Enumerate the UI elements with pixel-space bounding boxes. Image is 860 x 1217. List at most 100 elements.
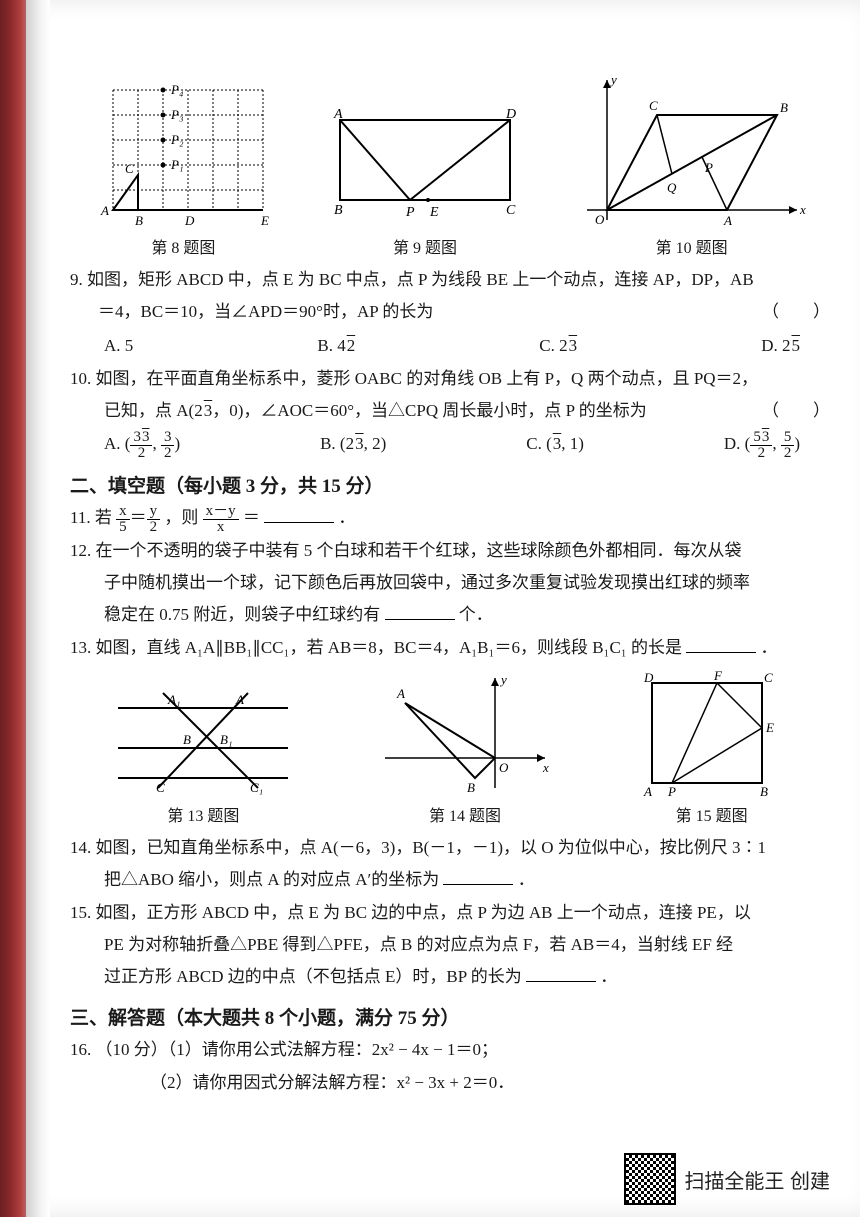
q11-num: 11. xyxy=(70,508,91,527)
svg-text:x: x xyxy=(542,760,549,775)
q9-paren: （ ） xyxy=(762,296,830,328)
q15-l1: 如图，正方形 ABCD 中，点 E 为 BC 边的中点，点 P 为边 AB 上一… xyxy=(96,903,751,922)
figure-15: A B C D E F P 第 15 题图 xyxy=(632,668,792,826)
qr-code-icon xyxy=(624,1153,676,1205)
q10-opt-b: B. (23, 2) xyxy=(320,427,386,461)
svg-text:C: C xyxy=(156,780,165,795)
q12-num: 12. xyxy=(70,541,91,560)
svg-text:B₁: B₁ xyxy=(220,732,232,747)
svg-text:D: D xyxy=(184,213,195,228)
svg-text:Q: Q xyxy=(667,180,677,195)
svg-text:A: A xyxy=(723,213,732,228)
q16-p2: （2）请你用因式分解法解方程：x² − 3x + 2＝0． xyxy=(70,1073,514,1092)
q13-num: 13. xyxy=(70,638,91,657)
svg-text:P₁: P₁ xyxy=(170,157,183,172)
svg-text:y: y xyxy=(609,72,617,87)
svg-text:C: C xyxy=(125,161,134,176)
svg-text:P: P xyxy=(405,205,415,220)
q10-options: A. (332, 32) B. (23, 2) C. (3, 1) D. (53… xyxy=(70,427,830,461)
q12-l3b: 个． xyxy=(459,605,493,624)
q9-num: 9. xyxy=(70,270,83,289)
q14-blank xyxy=(443,869,513,885)
q11-b: ，则 xyxy=(164,508,198,527)
figure-row-mid: A₁ A B B₁ C C₁ 第 13 题图 O x y A B 第 14 题图 xyxy=(70,668,830,826)
book-spine xyxy=(0,0,26,1217)
svg-text:O: O xyxy=(499,760,509,775)
figure-10-svg: O A x y B C P Q xyxy=(577,70,807,230)
svg-text:E: E xyxy=(429,205,439,220)
q10-opt-d: D. (532, 52) xyxy=(724,427,800,461)
q13-blank xyxy=(686,636,756,652)
svg-text:P₃: P₃ xyxy=(170,107,183,122)
figure-9: A D B C P E 第 9 题图 xyxy=(320,100,530,258)
q14-num: 14. xyxy=(70,838,91,857)
q11-blank xyxy=(264,507,334,523)
svg-text:O: O xyxy=(595,212,605,227)
svg-text:C: C xyxy=(764,670,773,685)
figure-8: P₁ P₂ P₃ P₄ A B C D E 第 8 题图 xyxy=(93,80,273,258)
svg-text:E: E xyxy=(765,720,774,735)
q9-opt-b: B. 42 xyxy=(317,329,355,363)
q10-num: 10. xyxy=(70,369,91,388)
q13: 13. 如图，直线 A₁A∥BB₁∥CC₁，若 AB＝8，BC＝4，A₁B₁＝6… xyxy=(70,632,830,664)
svg-text:B: B xyxy=(183,732,191,747)
q9: 9. 如图，矩形 ABCD 中，点 E 为 BC 中点，点 P 为线段 BE 上… xyxy=(70,264,830,329)
book-gutter xyxy=(26,0,50,1217)
svg-text:x: x xyxy=(799,202,806,217)
svg-text:A: A xyxy=(396,686,405,701)
figure-8-svg: P₁ P₂ P₃ P₄ A B C D E xyxy=(93,80,273,230)
q16-num: 16. xyxy=(70,1040,91,1059)
section-3-title: 三、解答题（本大题共 8 个小题，满分 75 分） xyxy=(70,1003,830,1030)
q10-l2: 已知，点 A(23，0)，∠AOC＝60°，当△CPQ 周长最小时，点 P 的坐… xyxy=(70,401,647,420)
caption-10: 第 10 题图 xyxy=(656,234,728,258)
q10-l1: 如图，在平面直角坐标系中，菱形 OABC 的对角线 OB 上有 P，Q 两个动点… xyxy=(96,369,759,388)
svg-text:E: E xyxy=(260,213,269,228)
svg-text:A: A xyxy=(100,203,109,218)
svg-text:C₁: C₁ xyxy=(250,780,263,795)
svg-text:B: B xyxy=(467,780,475,795)
q13-end: ． xyxy=(760,638,777,657)
q12: 12. 在一个不透明的袋子中装有 5 个白球和若干个红球，这些球除颜色外都相同．… xyxy=(70,535,830,632)
q11-a: 若 xyxy=(95,508,112,527)
q10-opt-c: C. (3, 1) xyxy=(526,427,584,461)
q9-l1: 如图，矩形 ABCD 中，点 E 为 BC 中点，点 P 为线段 BE 上一个动… xyxy=(87,270,754,289)
q10: 10. 如图，在平面直角坐标系中，菱形 OABC 的对角线 OB 上有 P，Q … xyxy=(70,363,830,428)
svg-text:A: A xyxy=(643,784,652,798)
figure-14: O x y A B 第 14 题图 xyxy=(375,668,555,826)
q14-l1: 如图，已知直角坐标系中，点 A(－6，3)，B(－1，－1)，以 O 为位似中心… xyxy=(96,838,767,857)
q9-opt-a: A. 5 xyxy=(104,329,133,363)
svg-text:P₄: P₄ xyxy=(170,82,184,97)
svg-text:D: D xyxy=(643,670,654,685)
svg-text:C: C xyxy=(506,203,516,218)
scanner-footer: 扫描全能王 创建 xyxy=(624,1153,830,1205)
q9-opt-d: D. 25 xyxy=(761,329,800,363)
footer-text: 扫描全能王 创建 xyxy=(684,1165,830,1194)
figure-13-svg: A₁ A B B₁ C C₁ xyxy=(108,678,298,798)
figure-14-svg: O x y A B xyxy=(375,668,555,798)
caption-15: 第 15 题图 xyxy=(676,802,748,826)
svg-text:A₁: A₁ xyxy=(167,692,180,707)
q10-opt-a: A. (332, 32) xyxy=(104,427,180,461)
q12-l2: 子中随机摸出一个球，记下颜色后再放回袋中，通过多次重复试验发现摸出红球的频率 xyxy=(70,573,750,592)
svg-text:F: F xyxy=(713,668,723,683)
figure-15-svg: A B C D E F P xyxy=(632,668,792,798)
q16: 16. （10 分）（1）请你用公式法解方程：2x² − 4x − 1＝0； （… xyxy=(70,1034,830,1099)
exam-page: P₁ P₂ P₃ P₄ A B C D E 第 8 题图 A D B C P E… xyxy=(0,0,860,1217)
q14-l2b: ． xyxy=(518,870,535,889)
svg-text:B: B xyxy=(760,784,768,798)
figure-9-svg: A D B C P E xyxy=(320,100,530,230)
q11: 11. 若 x5＝y2 ，则 x－yx ＝ ． xyxy=(70,502,830,535)
svg-text:A: A xyxy=(235,692,244,707)
q11-d: ． xyxy=(338,508,355,527)
svg-text:B: B xyxy=(135,213,143,228)
svg-text:P: P xyxy=(704,160,713,175)
q16-p1: （10 分）（1）请你用公式法解方程：2x² − 4x − 1＝0； xyxy=(96,1040,499,1059)
q15-l2: PE 为对称轴折叠△PBE 得到△PFE，点 B 的对应点为点 F，若 AB＝4… xyxy=(70,935,733,954)
q9-l2: ＝4，BC＝10，当∠APD＝90°时，AP 的长为 xyxy=(70,302,433,321)
q12-blank xyxy=(385,604,455,620)
figure-10: O A x y B C P Q 第 10 题图 xyxy=(577,70,807,258)
q10-paren: （ ） xyxy=(762,395,830,427)
figure-13: A₁ A B B₁ C C₁ 第 13 题图 xyxy=(108,678,298,826)
svg-text:P: P xyxy=(667,784,676,798)
svg-text:C: C xyxy=(649,98,658,113)
